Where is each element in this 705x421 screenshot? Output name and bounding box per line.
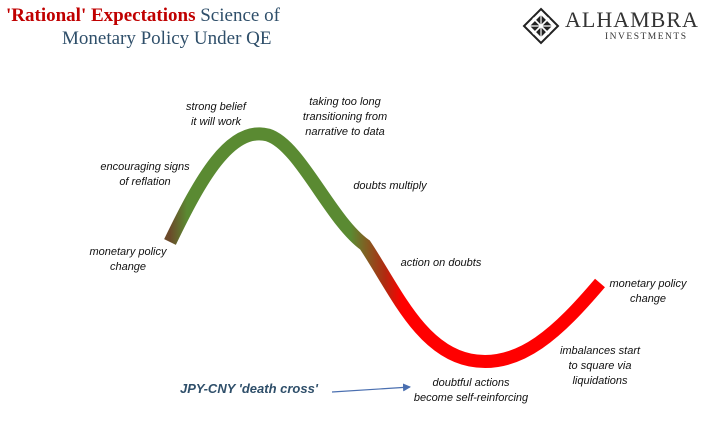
logo-subtitle: INVESTMENTS [605, 32, 688, 42]
label-policy-change-end: monetary policy change [609, 278, 687, 305]
label-taking-too-long: taking too long transitioning from narra… [302, 96, 388, 138]
diamond-lattice-icon [522, 7, 560, 45]
label-policy-change-start: monetary policy change [89, 246, 167, 273]
callout-death-cross: JPY-CNY 'death cross' [180, 381, 318, 396]
curve-path [164, 127, 605, 368]
title-accent: 'Rational' Expectations [6, 5, 196, 26]
chart-title: 'Rational' Expectations Science of Monet… [6, 4, 366, 50]
label-encouraging-signs: encouraging signs of reflation [100, 161, 190, 188]
label-doubts-multiply: doubts multiply [353, 180, 427, 192]
label-imbalances: imbalances start to square via liquidati… [559, 345, 641, 387]
label-action-on-doubts: action on doubts [400, 257, 482, 269]
callout-arrow [331, 383, 411, 393]
label-strong-belief: strong belief it will work [186, 101, 246, 128]
label-doubtful-actions: doubtful actions become self-reinforcing [413, 377, 529, 404]
title-rest: Science of [200, 5, 280, 26]
logo-name: ALHAMBRA [565, 7, 699, 32]
title-line2: Monetary Policy Under QE [62, 28, 272, 49]
